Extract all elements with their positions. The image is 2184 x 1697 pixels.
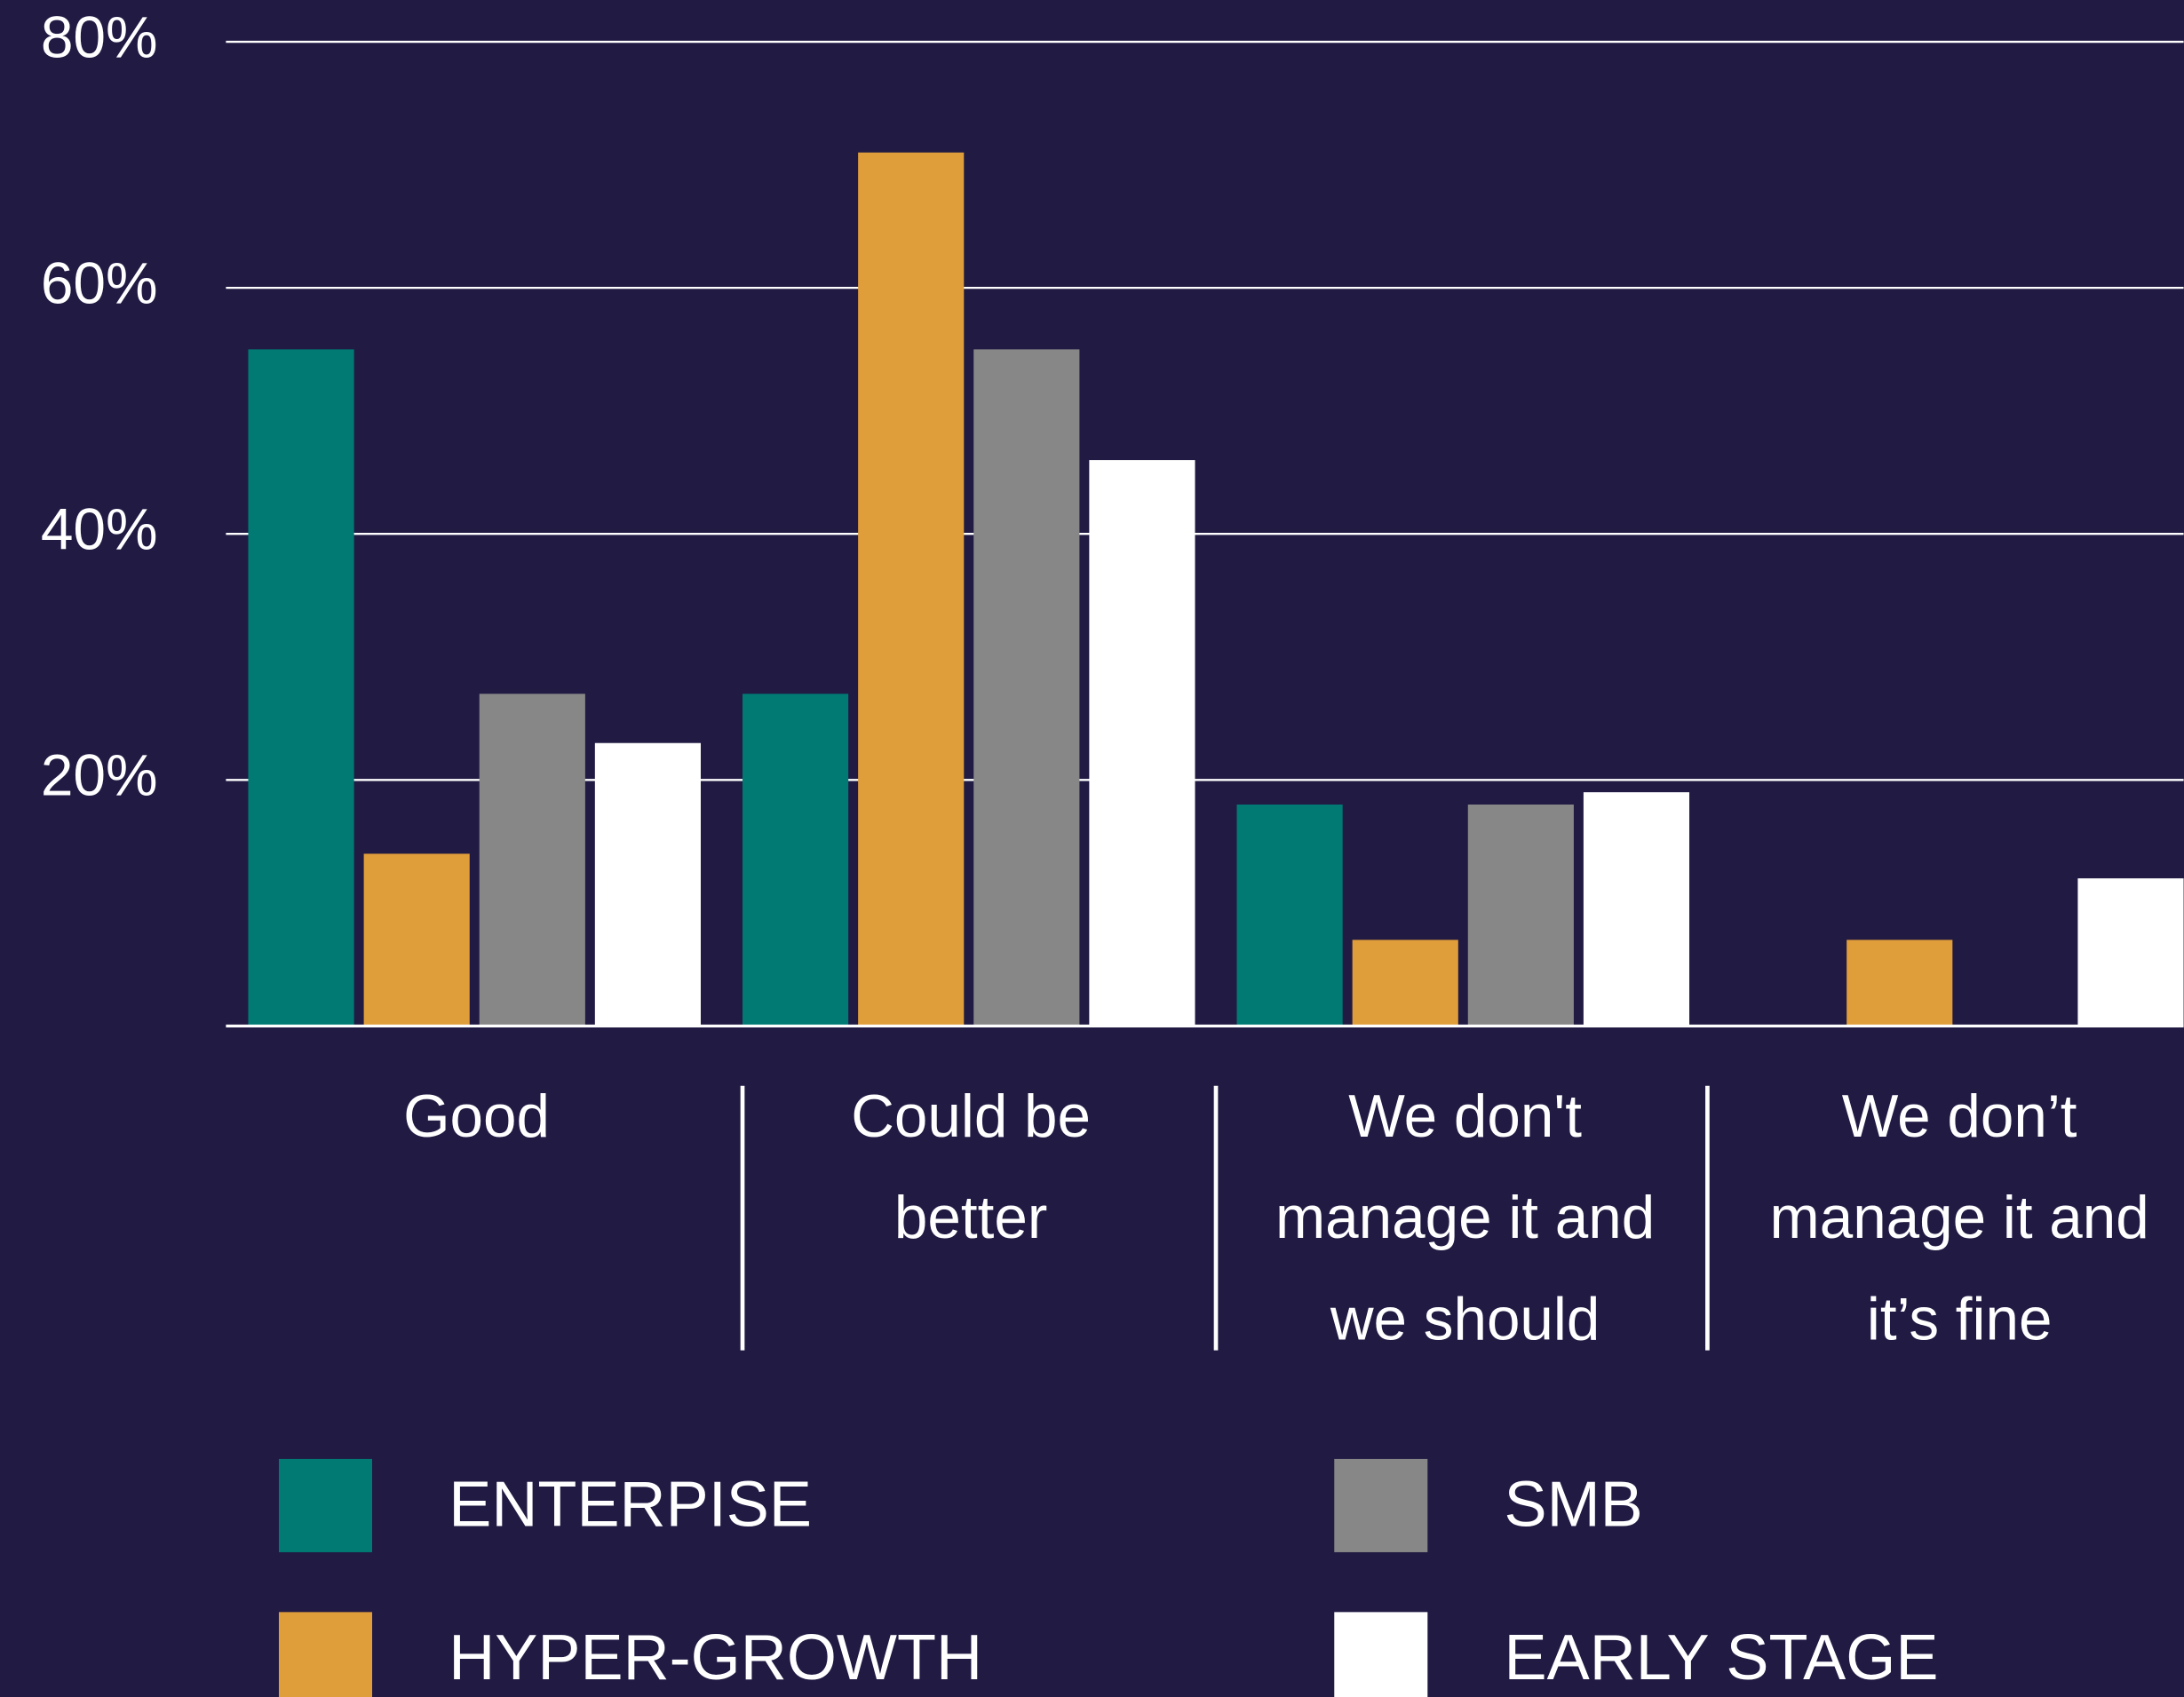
legend-label: HYPER-GROWTH [449, 1622, 982, 1693]
bar [858, 152, 965, 1027]
bar [1583, 792, 1690, 1027]
legend-swatch [278, 1458, 373, 1552]
bar [2077, 878, 2184, 1027]
legend-label: ENTERPISE [449, 1469, 812, 1540]
legend-swatch [1334, 1458, 1428, 1552]
x-tick-label: We don't [1348, 1083, 1582, 1150]
bar [1236, 805, 1343, 1027]
bar [1467, 805, 1574, 1027]
bar [248, 349, 354, 1027]
bar [594, 742, 701, 1027]
legend-label: SMB [1505, 1469, 1643, 1540]
bar [479, 694, 585, 1027]
x-tick-label: we should [1330, 1287, 1600, 1353]
bar [1846, 940, 1953, 1027]
bar [973, 349, 1080, 1027]
bar [743, 694, 849, 1027]
legend-label: EARLY STAGE [1505, 1622, 1939, 1693]
y-tick-label: 40% [41, 496, 158, 562]
x-tick-label: it’s fine [1867, 1287, 2053, 1353]
x-tick-label: Good [403, 1083, 550, 1150]
y-tick-label: 20% [41, 742, 158, 808]
y-tick-label: 80% [41, 4, 158, 69]
bar [1352, 940, 1458, 1027]
y-tick-label: 60% [41, 250, 158, 316]
x-tick-label: We don’t [1842, 1083, 2077, 1150]
bar [363, 853, 470, 1027]
bar [1089, 460, 1195, 1027]
x-tick-label: manage it and [1770, 1185, 2149, 1251]
x-tick-label: manage it and [1275, 1185, 1655, 1251]
legend-swatch [278, 1612, 373, 1697]
x-tick-label: better [894, 1185, 1047, 1251]
legend-swatch [1334, 1612, 1428, 1697]
x-tick-label: Could be [851, 1083, 1091, 1150]
